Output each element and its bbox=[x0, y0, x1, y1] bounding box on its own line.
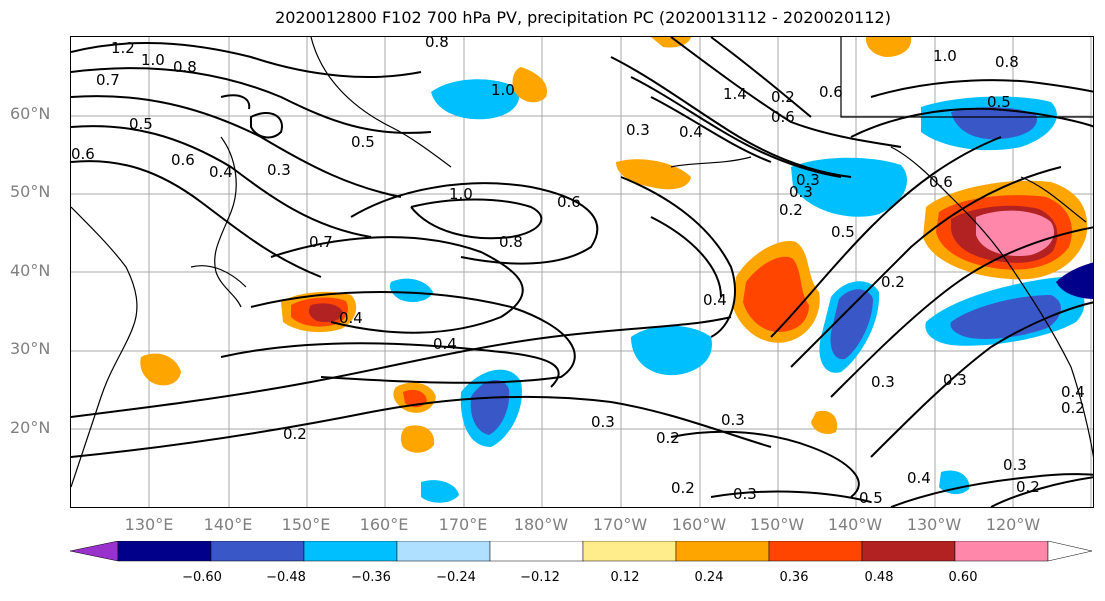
contour-label: 0.6 bbox=[929, 173, 953, 191]
colorbar-segment bbox=[768, 541, 863, 562]
lat-label: 60°N bbox=[10, 104, 51, 123]
lat-label: 40°N bbox=[10, 261, 51, 280]
contour-label: 0.2 bbox=[881, 273, 905, 291]
colorbar-segment bbox=[675, 541, 770, 562]
lon-label: 160°E bbox=[359, 515, 409, 534]
lon-label: 170°W bbox=[592, 515, 648, 534]
lon-label: 130°E bbox=[124, 515, 174, 534]
colorbar-tick-label: 0.24 bbox=[694, 570, 724, 585]
contour-label: 0.3 bbox=[721, 411, 745, 429]
colorbar-tick-label: −0.36 bbox=[351, 570, 391, 585]
contour-label: 0.4 bbox=[433, 335, 457, 353]
lon-label: 150°E bbox=[281, 515, 331, 534]
contour-label: 0.5 bbox=[987, 93, 1011, 111]
contour-label: 0.4 bbox=[339, 309, 363, 327]
lon-label: 160°W bbox=[671, 515, 727, 534]
contour-label: 0.6 bbox=[557, 193, 581, 211]
lon-label: 130°W bbox=[906, 515, 962, 534]
colorbar-tick-label: −0.48 bbox=[266, 570, 306, 585]
contour-label: 0.5 bbox=[859, 489, 883, 507]
contour-label: 0.4 bbox=[703, 291, 727, 309]
contour-label: 1.4 bbox=[723, 85, 747, 103]
colorbar-tick-label: 0.60 bbox=[948, 570, 978, 585]
colorbar-segment bbox=[303, 541, 398, 562]
lon-label: 170°E bbox=[438, 515, 488, 534]
map-panel: 1.2 1.0 0.8 0.7 0.5 0.6 0.6 0.4 0.3 0.5 … bbox=[70, 36, 1094, 508]
contour-label: 0.2 bbox=[1061, 399, 1085, 417]
colorbar-tick-label: −0.12 bbox=[520, 570, 560, 585]
lon-label: 140°E bbox=[203, 515, 253, 534]
contour-label: 0.3 bbox=[871, 373, 895, 391]
colorbar-extend-min bbox=[70, 541, 119, 562]
contour-label: 0.2 bbox=[671, 479, 695, 497]
contour-label: 0.3 bbox=[267, 161, 291, 179]
contour-label: 1.0 bbox=[141, 51, 165, 69]
contour-label: 0.3 bbox=[626, 121, 650, 139]
contour-label: 0.4 bbox=[679, 123, 703, 141]
contour-label: 0.5 bbox=[831, 223, 855, 241]
contour-label: 0.2 bbox=[779, 201, 803, 219]
contour-label: 0.8 bbox=[425, 37, 449, 51]
colorbar-extend-max bbox=[1047, 541, 1093, 562]
colorbar-segment bbox=[861, 541, 956, 562]
map-title: 2020012800 F102 700 hPa PV, precipitatio… bbox=[275, 8, 891, 27]
contour-label: 0.6 bbox=[819, 83, 843, 101]
lat-label: 50°N bbox=[10, 182, 51, 201]
contour-label: 0.6 bbox=[71, 145, 95, 163]
contour-label: 1.2 bbox=[111, 39, 135, 57]
contour-label: 0.2 bbox=[1016, 478, 1040, 496]
contour-label: 1.0 bbox=[449, 185, 473, 203]
colorbar-tick-label: 0.36 bbox=[779, 570, 809, 585]
colorbar-segment bbox=[582, 541, 677, 562]
contour-label: 0.3 bbox=[591, 413, 615, 431]
contour-label: 0.8 bbox=[499, 233, 523, 251]
contour-label: 0.2 bbox=[283, 425, 307, 443]
contour-label: 0.3 bbox=[789, 183, 813, 201]
contour-label: 1.0 bbox=[933, 47, 957, 65]
colorbar-segment bbox=[117, 541, 212, 562]
colorbar-tick-label: 0.12 bbox=[610, 570, 640, 585]
lon-label: 140°W bbox=[827, 515, 883, 534]
colorbar-tick-label: −0.60 bbox=[182, 570, 222, 585]
contour-label: 0.7 bbox=[96, 71, 120, 89]
contour-label: 0.4 bbox=[907, 469, 931, 487]
colorbar-tick-label: 0.48 bbox=[864, 570, 894, 585]
contour-label: 0.2 bbox=[656, 429, 680, 447]
lat-label: 20°N bbox=[10, 418, 51, 437]
map-canvas: 1.2 1.0 0.8 0.7 0.5 0.6 0.6 0.4 0.3 0.5 … bbox=[71, 37, 1093, 507]
colorbar-tick-label: −0.24 bbox=[436, 570, 476, 585]
contour-label: 1.0 bbox=[491, 81, 515, 99]
lat-label: 30°N bbox=[10, 339, 51, 358]
contour-label: 0.4 bbox=[209, 163, 233, 181]
lon-label: 180°W bbox=[513, 515, 569, 534]
contour-label: 0.5 bbox=[351, 133, 375, 151]
contour-label: 0.6 bbox=[171, 151, 195, 169]
lon-label: 120°W bbox=[985, 515, 1041, 534]
contour-label: 0.7 bbox=[309, 233, 333, 251]
lon-label: 150°W bbox=[749, 515, 805, 534]
colorbar-segment bbox=[210, 541, 305, 562]
contour-label: 0.8 bbox=[995, 53, 1019, 71]
colorbar-segment bbox=[954, 541, 1049, 562]
contour-label: 0.3 bbox=[796, 171, 820, 189]
contour-label: 0.2 bbox=[771, 88, 795, 106]
colorbar-segment bbox=[396, 541, 491, 562]
contour-label: 0.3 bbox=[1003, 456, 1027, 474]
pv-contours bbox=[71, 37, 1093, 507]
contour-label: 0.5 bbox=[129, 115, 153, 133]
contour-label: 0.8 bbox=[173, 58, 197, 76]
contour-labels: 1.2 1.0 0.8 0.7 0.5 0.6 0.6 0.4 0.3 0.5 … bbox=[71, 37, 1085, 507]
contour-label: 0.4 bbox=[1061, 383, 1085, 401]
colorbar bbox=[70, 541, 1093, 562]
colorbar-segment bbox=[489, 541, 584, 562]
contour-label: 0.6 bbox=[771, 108, 795, 126]
contour-label: 0.3 bbox=[943, 371, 967, 389]
contour-label: 0.3 bbox=[733, 485, 757, 503]
